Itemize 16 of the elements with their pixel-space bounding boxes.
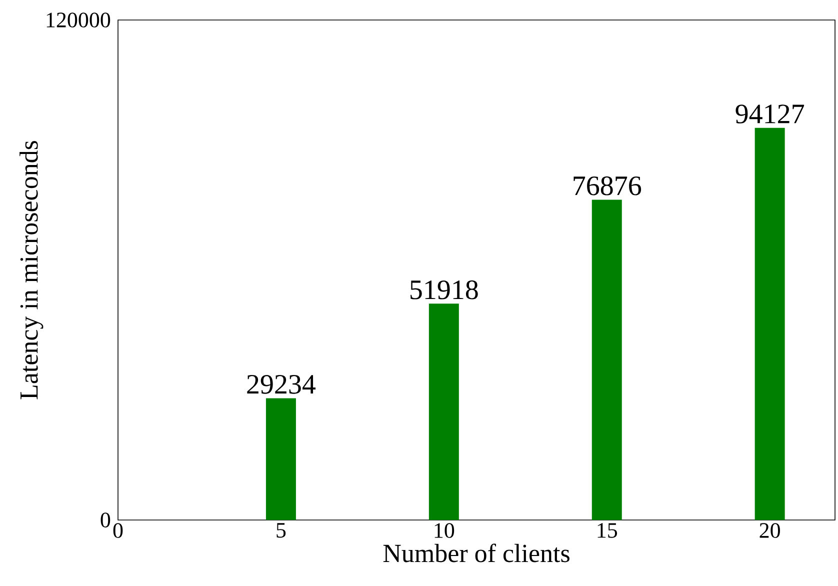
y-tick-label: 120000 xyxy=(46,12,110,28)
x-tick-label: 20 xyxy=(760,523,780,538)
x-tick-label: 5 xyxy=(276,523,286,538)
x-tick-label: 10 xyxy=(434,523,454,538)
data-label: 29234 xyxy=(247,374,316,394)
x-tick-label: 0 xyxy=(113,523,123,538)
bar xyxy=(266,398,296,520)
bar xyxy=(754,128,785,520)
y-axis-title: Latency in microseconds xyxy=(20,140,44,400)
bar xyxy=(592,200,622,520)
data-label: 51918 xyxy=(410,280,478,300)
x-tick-label: 15 xyxy=(598,523,618,538)
bar xyxy=(428,304,459,520)
x-axis-title: Number of clients xyxy=(383,544,570,562)
data-label: 94127 xyxy=(736,104,804,124)
data-label: 76876 xyxy=(574,176,642,196)
